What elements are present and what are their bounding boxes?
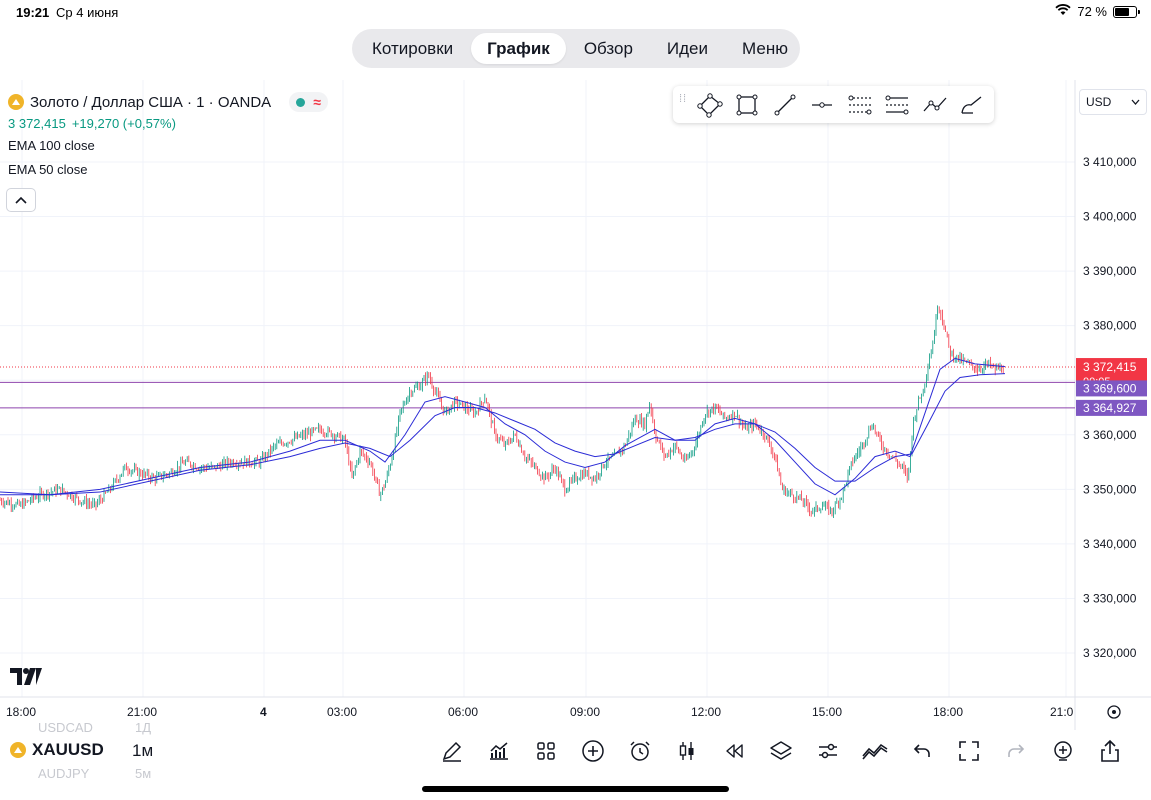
x-tick-label: 12:00 — [691, 705, 721, 719]
drawing-toolbar: ⁞⁞ — [673, 86, 994, 123]
chart-legend: Золото / Доллар США · 1 · OANDA ≈ 3 372,… — [8, 92, 328, 177]
x-tick-label: 15:00 — [812, 705, 842, 719]
quote-row: 3 372,415 +19,270 (+0,57%) — [8, 116, 328, 131]
bottom-toolbar — [428, 736, 1133, 766]
price-change: +19,270 (+0,57%) — [71, 116, 176, 131]
tab-4[interactable]: Меню — [742, 38, 788, 58]
x-tick-label: 21:0 — [1050, 705, 1074, 719]
time-axis-settings-icon[interactable] — [1107, 705, 1121, 719]
x-tick-label: 21:00 — [127, 705, 157, 719]
currency-select[interactable]: USD — [1079, 89, 1147, 115]
tab-1[interactable]: График — [471, 33, 566, 64]
status-bar: 19:21 Ср 4 июня 72 % — [0, 0, 1151, 24]
add-alert-icon[interactable] — [1039, 736, 1086, 766]
battery-percent: 72 % — [1077, 4, 1107, 19]
home-indicator[interactable] — [422, 786, 729, 792]
layers-icon[interactable] — [757, 736, 804, 766]
gold-symbol-icon — [8, 94, 24, 110]
tab-0[interactable]: Котировки — [372, 38, 454, 58]
fib-retracement-icon[interactable] — [841, 90, 879, 120]
battery-icon — [1113, 5, 1140, 18]
status-date: Ср 4 июня — [56, 5, 119, 20]
status-time: 19:21 — [16, 5, 50, 20]
tab-2[interactable]: Обзор — [583, 38, 633, 58]
y-tick-label: 3 400,000 — [1083, 210, 1137, 224]
last-price: 3 372,415 — [8, 116, 66, 131]
market-status-pill[interactable]: ≈ — [289, 92, 328, 112]
next-symbol-ghost: AUDJPY — [38, 766, 90, 781]
currency-label: USD — [1086, 95, 1112, 109]
x-tick-label: 06:00 — [448, 705, 478, 719]
fullscreen-icon[interactable] — [945, 736, 992, 766]
gold-symbol-icon — [10, 742, 26, 758]
parallel-channel-icon[interactable] — [879, 90, 917, 120]
indicator-ema50[interactable]: EMA 50 close — [8, 162, 88, 177]
prev-interval-ghost: 1Д — [135, 720, 152, 735]
x-tick-label: 4 — [260, 705, 267, 719]
ema100-line — [0, 373, 1006, 496]
settings-sliders-icon[interactable] — [804, 736, 851, 766]
x-tick-label: 18:00 — [6, 705, 36, 719]
replay-icon[interactable] — [710, 736, 757, 766]
polyline-icon[interactable] — [916, 90, 954, 120]
level-label-bg — [1076, 399, 1147, 416]
indicator-ema100[interactable]: EMA 100 close — [8, 138, 95, 153]
y-tick-label: 3 360,000 — [1083, 428, 1137, 442]
level-price-label: 3 364,927 — [1083, 401, 1137, 415]
tradingview-logo — [10, 668, 42, 691]
chevron-up-icon — [15, 196, 27, 204]
market-open-dot-icon — [296, 97, 306, 107]
y-tick-label: 3 390,000 — [1083, 264, 1137, 278]
data-delay-icon: ≈ — [313, 94, 321, 110]
rectangle-icon[interactable] — [729, 90, 767, 120]
add-icon[interactable] — [569, 736, 616, 766]
redo-icon[interactable] — [992, 736, 1039, 766]
prev-symbol-ghost: USDCAD — [38, 720, 93, 735]
x-tick-label: 03:00 — [327, 705, 357, 719]
trendline-icon[interactable] — [766, 90, 804, 120]
tab-3[interactable]: Идеи — [666, 38, 709, 58]
path-icon[interactable] — [691, 90, 729, 120]
ema50-line — [0, 357, 1006, 496]
interval-selector[interactable]: 1м — [132, 741, 154, 760]
alert-clock-icon[interactable] — [616, 736, 663, 766]
status-right: 72 % — [1055, 4, 1140, 19]
symbol-title[interactable]: Золото / Доллар США · 1 · OANDA — [30, 93, 272, 111]
y-tick-label: 3 320,000 — [1083, 646, 1137, 660]
price-chart[interactable]: 3 410,000 3 400,000 3 390,000 3 380,000 3 37… — [0, 80, 1151, 730]
bottom-symbol-label: XAUUSD — [32, 740, 104, 759]
share-icon[interactable] — [1086, 736, 1133, 766]
top-tab-bar: Котировки График Обзор Идеи Меню — [352, 29, 800, 68]
y-tick-label: 3 330,000 — [1083, 591, 1137, 605]
wifi-icon — [1055, 4, 1071, 19]
drawing-pen-icon[interactable] — [428, 736, 475, 766]
brush-icon[interactable] — [954, 90, 992, 120]
candles-icon[interactable] — [663, 736, 710, 766]
y-tick-label: 3 350,000 — [1083, 482, 1137, 496]
layout-grid-icon[interactable] — [522, 736, 569, 766]
level-label-bg — [1076, 380, 1147, 397]
chevron-down-icon — [1131, 99, 1140, 105]
horizontal-ray-icon[interactable] — [804, 90, 842, 120]
drag-handle-icon[interactable]: ⁞⁞ — [679, 92, 688, 105]
y-tick-label: 3 410,000 — [1083, 155, 1137, 169]
current-price-label: 3 372,415 — [1083, 360, 1137, 374]
next-interval-ghost: 5м — [135, 766, 152, 781]
indicators-icon[interactable] — [475, 736, 522, 766]
undo-icon[interactable] — [898, 736, 945, 766]
candles — [0, 305, 1004, 518]
y-tick-label: 3 340,000 — [1083, 537, 1137, 551]
x-tick-label: 18:00 — [933, 705, 963, 719]
y-tick-label: 3 380,000 — [1083, 319, 1137, 333]
level-price-label: 3 369,600 — [1083, 381, 1137, 395]
bottom-symbol-selector[interactable]: XAUUSD — [10, 740, 104, 760]
x-tick-label: 09:00 — [570, 705, 600, 719]
collapse-legend-button[interactable] — [6, 188, 36, 212]
indicator-wave-icon[interactable] — [851, 736, 898, 766]
